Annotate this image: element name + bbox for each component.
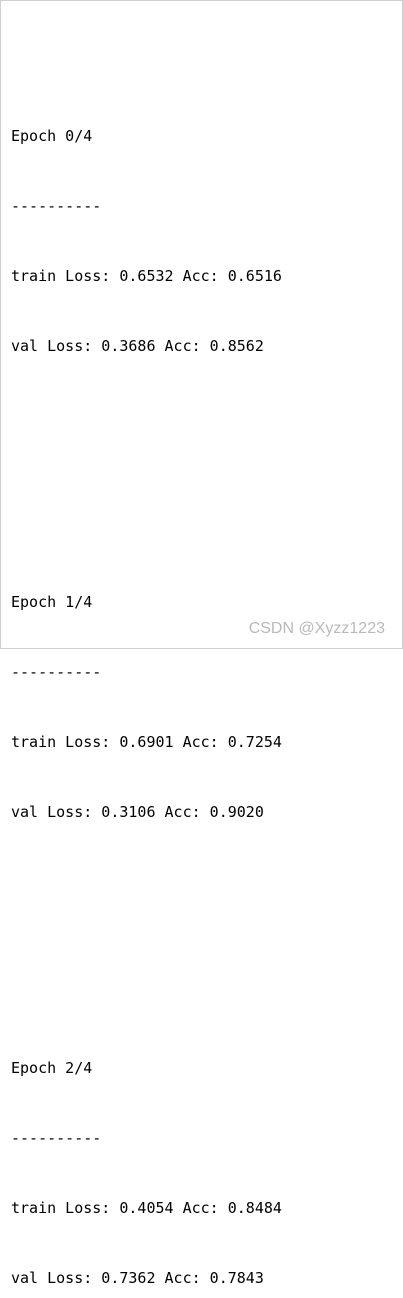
epoch-separator: ---------- xyxy=(11,1129,102,1148)
val-metrics-line: val Loss: 0.3106 Acc: 0.9020 xyxy=(11,803,264,822)
epoch-block: Epoch 1/4 ---------- train Loss: 0.6901 … xyxy=(11,545,391,941)
epoch-separator: ---------- xyxy=(11,197,102,216)
epoch-header: Epoch 1/4 xyxy=(11,593,93,612)
epoch-header: Epoch 2/4 xyxy=(11,1059,93,1078)
train-metrics-line: train Loss: 0.4054 Acc: 0.8484 xyxy=(11,1199,282,1218)
watermark-text: CSDN @Xyzz1223 xyxy=(248,620,385,637)
blank-line xyxy=(11,405,391,428)
console-text: Epoch 0/4 ---------- train Loss: 0.6532 … xyxy=(11,9,391,1298)
epoch-header: Epoch 0/4 xyxy=(11,127,93,146)
epoch-separator: ---------- xyxy=(11,663,102,682)
epoch-block: Epoch 2/4 ---------- train Loss: 0.4054 … xyxy=(11,1011,391,1298)
train-metrics-line: train Loss: 0.6901 Acc: 0.7254 xyxy=(11,733,282,752)
val-metrics-line: val Loss: 0.7362 Acc: 0.7843 xyxy=(11,1269,264,1288)
train-metrics-line: train Loss: 0.6532 Acc: 0.6516 xyxy=(11,267,282,286)
val-metrics-line: val Loss: 0.3686 Acc: 0.8562 xyxy=(11,337,264,356)
blank-line xyxy=(11,871,391,894)
epoch-block: Epoch 0/4 ---------- train Loss: 0.6532 … xyxy=(11,79,391,475)
